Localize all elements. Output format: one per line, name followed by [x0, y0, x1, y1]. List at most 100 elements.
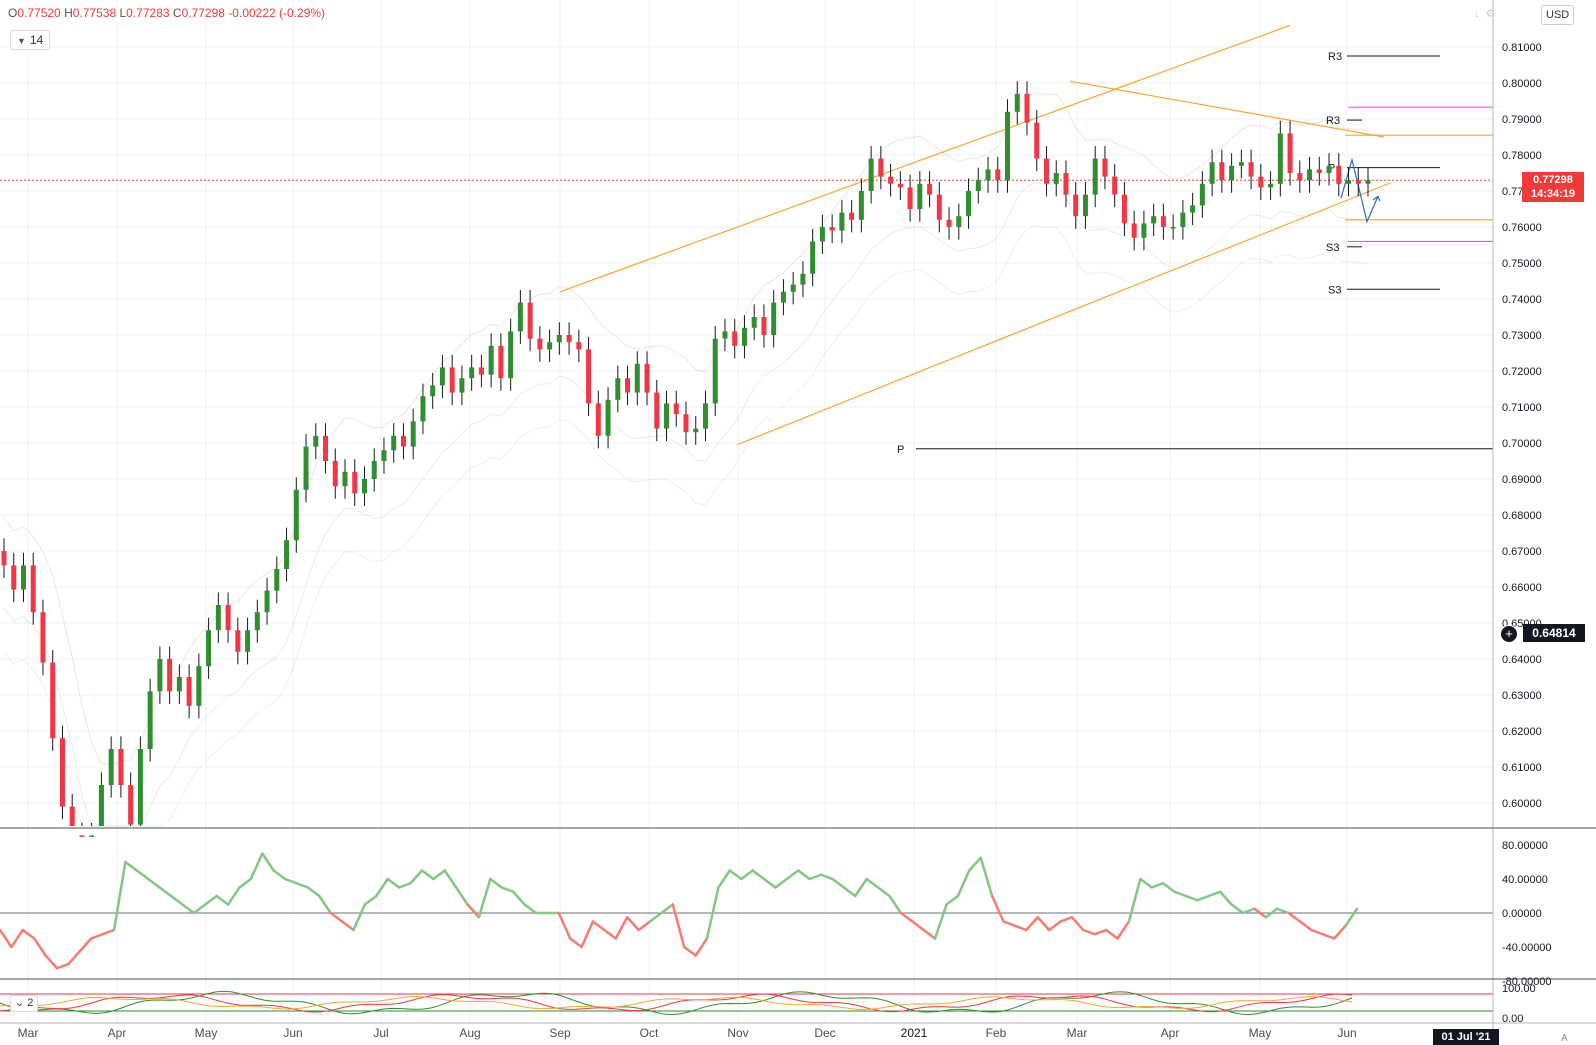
osc-segment — [671, 903, 686, 949]
candle-body — [352, 471, 358, 494]
candle-body — [732, 331, 738, 346]
candle-body — [1112, 176, 1118, 195]
candle-body — [478, 367, 484, 375]
candle-body — [449, 367, 455, 393]
candle-body — [1121, 194, 1127, 224]
settings-icon[interactable]: ⚙ — [1485, 8, 1496, 20]
osc-segment — [1127, 877, 1142, 923]
candle-body — [800, 273, 806, 285]
candle-body — [1034, 122, 1040, 159]
candle-body — [1336, 165, 1342, 184]
candle-body — [683, 414, 689, 433]
osc-segment — [1116, 920, 1131, 940]
osc-segment — [1139, 877, 1153, 889]
candle-body — [605, 399, 611, 436]
candle-body — [1053, 173, 1059, 184]
candle-body — [702, 403, 708, 429]
high-key: H — [64, 6, 73, 20]
time-tick-label: Nov — [727, 1026, 748, 1040]
price-tick-label: 0.75000 — [1502, 258, 1542, 270]
candle-body — [946, 219, 952, 227]
candle-body — [1043, 158, 1049, 184]
osc-segment — [477, 877, 492, 919]
candle-body — [936, 194, 942, 220]
candle-body — [410, 421, 416, 447]
resistance-trendline — [1069, 80, 1385, 138]
candle-body — [284, 540, 290, 569]
price-tick-label: 0.61000 — [1502, 762, 1542, 774]
candle-body — [741, 327, 747, 346]
osc-segment — [979, 856, 994, 898]
candle-body — [1014, 93, 1020, 112]
osc-segment — [21, 928, 36, 940]
channel-lower-line — [736, 182, 1391, 446]
osc-segment — [922, 928, 937, 940]
pivot-label-s3_lower: S3 — [1328, 284, 1341, 296]
candle-body — [508, 331, 514, 379]
candle-body — [868, 158, 874, 191]
indicator-2-toggle[interactable]: ⌄ 2 — [10, 995, 39, 1012]
candle-body — [274, 569, 280, 591]
osc-segment — [1321, 933, 1336, 940]
candle-body — [439, 367, 445, 386]
osc-segment — [625, 916, 640, 932]
candle-body — [751, 317, 757, 328]
osc-tick-label: 0.00000 — [1502, 908, 1542, 920]
candle-body — [780, 291, 786, 303]
candle-body — [245, 630, 251, 652]
osc-segment — [124, 860, 139, 872]
pivot-label-p_main: P — [897, 444, 904, 456]
osc-segment — [318, 894, 332, 915]
osc-segment — [1218, 890, 1233, 906]
price-tick-label: 0.70000 — [1502, 438, 1542, 450]
candle-body — [89, 835, 95, 837]
candle-body — [1326, 165, 1332, 173]
time-tick-label: Mar — [1067, 1026, 1088, 1040]
candle-body — [1082, 194, 1088, 217]
osc-segment — [660, 903, 675, 915]
osc-segment — [911, 920, 925, 932]
osc-segment — [614, 916, 629, 940]
auto-scale-button[interactable]: A — [1561, 1033, 1568, 1044]
candle-body — [1024, 93, 1030, 123]
candle-body — [1219, 162, 1225, 181]
add-alert-icon[interactable]: + — [1500, 625, 1518, 643]
ind2-tick-label: 100.00 — [1502, 983, 1536, 995]
candle-body — [498, 345, 504, 379]
osc-segment — [1104, 928, 1119, 940]
osc-segment — [386, 877, 401, 889]
osc-segment — [466, 903, 481, 919]
osc-segment — [1298, 920, 1313, 932]
candle-body — [128, 785, 134, 825]
indicator-2-label: 2 — [27, 997, 34, 1009]
candle-body — [400, 435, 406, 447]
osc-segment — [1253, 907, 1268, 919]
pivot-label-r3_lower: R3 — [1326, 115, 1340, 127]
osc-segment — [1093, 928, 1108, 936]
candle-body — [1268, 183, 1274, 188]
osc-segment — [728, 869, 743, 881]
osc-segment — [181, 903, 196, 915]
candle-body — [1102, 158, 1108, 177]
interval-value: 14 — [29, 33, 44, 47]
download-icon[interactable]: ↓ — [1474, 8, 1480, 20]
osc-segment — [876, 886, 891, 898]
candle-body — [722, 331, 728, 339]
currency-badge[interactable]: USD — [1541, 5, 1575, 25]
osc-segment — [1310, 928, 1325, 936]
osc-tick-label: -80.00000 — [1502, 976, 1552, 988]
candle-body — [293, 489, 299, 541]
pivot-label-p_recent: P — [1328, 163, 1335, 175]
osc-segment — [375, 877, 389, 898]
candle-body — [98, 785, 104, 826]
osc-segment — [637, 920, 652, 932]
candle-body — [1209, 162, 1215, 184]
interval-selector[interactable]: ▼ 14 — [10, 30, 51, 50]
candle-body — [254, 612, 260, 631]
candle-body — [118, 749, 124, 785]
candle-body — [30, 565, 36, 613]
candle-body — [1190, 205, 1196, 213]
candle-body — [20, 565, 26, 590]
